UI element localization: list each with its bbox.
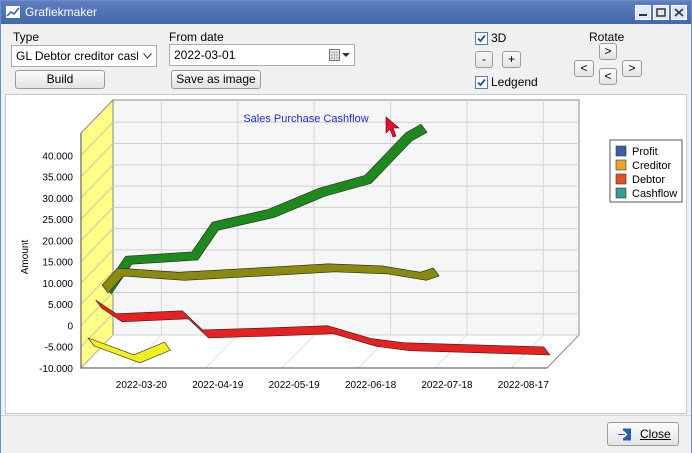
legend-label: Profit [632,146,658,158]
minimize-icon [639,14,647,16]
rotate-right-button[interactable]: > [622,60,642,77]
chart-canvas: 40.000 35.000 30.000 25.000 20.000 15.000 10.0… [20,98,683,391]
type-label: Type [13,30,40,44]
y-gridline-side [80,334,114,369]
x-tick-label: 2022-05-19 [269,380,321,391]
legend-swatch [615,145,627,157]
y-tick-label: 15.000 [42,258,73,269]
from-date-label: From date [169,30,224,44]
y-tick-label: 0 [67,321,73,332]
y-gridline-side [80,121,114,156]
legend-swatch [615,159,627,171]
from-date-value: 2022-03-01 [174,48,236,62]
depth-plus-button[interactable]: + [502,51,521,68]
close-button[interactable]: Close [607,422,679,446]
y-gridline-side [80,270,114,305]
y-tick-label: 30.000 [42,194,73,205]
y-tick-label: 20.000 [42,236,73,247]
3d-checkbox[interactable] [475,32,488,45]
rotate-up-button[interactable]: > [599,43,617,60]
depth-minus-button[interactable]: - [475,51,493,68]
y-axis-title: Amount [20,240,31,275]
chart-title: Sales Purchase Cashflow [243,113,368,125]
legend-checkbox[interactable] [475,76,488,89]
legend-swatch [615,173,627,185]
checkmark-icon [477,78,486,87]
x-tick-label: 2022-07-18 [421,380,473,391]
legend-label: Creditor [632,160,671,172]
y-gridline-side [80,207,114,241]
y-tick-label: 25.000 [42,215,73,226]
x-gridline-floor [281,334,315,369]
legend-label: Debtor [632,174,665,186]
build-button[interactable]: Build [15,70,105,89]
x-gridline-floor [205,334,239,369]
from-date-picker[interactable]: 2022-03-01 [169,44,355,66]
y-gridline-side [80,228,114,262]
save-as-image-button[interactable]: Save as image [171,70,261,89]
window-title: Grafiekmaker [25,5,98,19]
rotate-label: Rotate [589,30,625,44]
close-window-button[interactable] [671,5,687,20]
y-tick-label: 10.000 [42,279,73,290]
mouse-cursor-icon [385,116,400,138]
checkmark-icon [477,34,486,43]
x-tick-label: 2022-06-18 [345,380,397,391]
y-gridline-side [80,143,114,177]
y-tick-label: -5.000 [45,343,74,354]
rotate-down-button[interactable]: < [599,68,617,85]
chart-back-wall [112,99,580,336]
type-select-value: GL Debtor creditor cashflow [16,49,138,63]
x-tick-label: 2022-08-17 [498,380,550,391]
y-gridline-side [80,185,114,220]
close-icon [674,8,684,17]
maximize-icon [656,8,666,17]
y-gridline-side [80,313,114,348]
legend-label: Cashflow [632,188,677,200]
minimize-button[interactable] [635,5,651,20]
chart-app-icon [6,6,20,18]
chart-panel: 40.000 35.000 30.000 25.000 20.000 15.000 10.0… [5,94,687,414]
y-gridline-side [80,292,114,326]
calendar-icon[interactable] [329,49,340,61]
footer-bar: Close [1,415,691,453]
maximize-button[interactable] [653,5,669,20]
x-tick-label: 2022-03-20 [116,380,168,391]
chevron-down-icon [342,53,350,57]
legend-label: Ledgend [491,75,538,89]
chevron-down-icon [143,53,152,59]
y-gridline-side [80,249,114,284]
type-select[interactable]: GL Debtor creditor cashflow [11,45,157,67]
close-button-label: Close [640,427,671,441]
x-tick-label: 2022-04-19 [192,380,244,391]
y-gridline-side [80,164,114,199]
legend-swatch [615,187,627,199]
series-ribbon-creditor [101,263,440,294]
y-tick-label: 35.000 [42,173,73,184]
y-tick-label: 5.000 [48,300,73,311]
title-bar: Grafiekmaker [1,1,691,24]
rotate-left-button[interactable]: < [574,60,594,77]
exit-icon [618,428,631,441]
y-tick-label: 40.000 [42,151,73,162]
y-tick-label: -10.000 [39,364,73,375]
3d-label: 3D [491,31,507,45]
